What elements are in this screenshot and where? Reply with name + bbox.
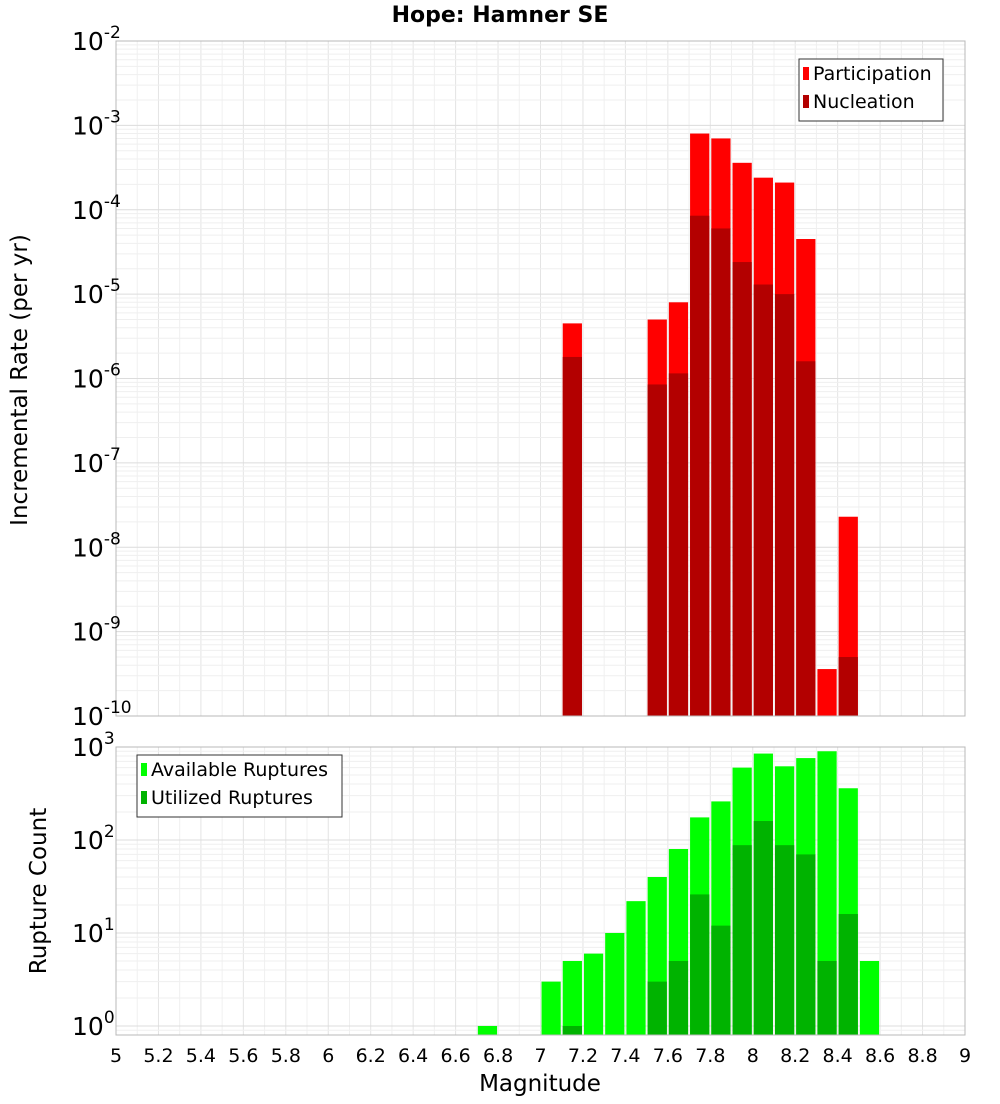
x-tick-label: 5.8 xyxy=(271,1045,301,1067)
legend: Available Ruptures Utilized Ruptures xyxy=(136,754,343,818)
x-tick-label: 8.4 xyxy=(823,1045,853,1067)
chart-title: Hope: Hamner SE xyxy=(392,3,609,28)
bar xyxy=(774,294,795,716)
bar xyxy=(690,894,710,1035)
y-tick-label: 10-4 xyxy=(72,192,121,225)
x-tick-label: 6.4 xyxy=(398,1045,428,1067)
x-tick-label: 5.2 xyxy=(143,1045,173,1067)
bar xyxy=(668,960,689,1035)
x-tick-label: 6.8 xyxy=(483,1045,513,1067)
x-tick-label: 6.2 xyxy=(356,1045,386,1067)
y-tick-labels: 10-10 10-9 10-8 10-7 10-6 10-5 10-4 10-3 10-2 xyxy=(72,23,132,731)
x-tick-label: 6 xyxy=(322,1045,334,1067)
y-tick-label: 10-7 xyxy=(72,445,121,478)
legend-label: Available Ruptures xyxy=(151,759,328,781)
y-tick-label: 103 xyxy=(72,729,115,762)
bar xyxy=(796,361,816,716)
legend-swatch xyxy=(803,67,809,80)
y-tick-label: 10-5 xyxy=(72,276,121,309)
x-tick-label: 9 xyxy=(959,1045,971,1067)
bar xyxy=(605,932,625,1035)
bar xyxy=(647,384,667,716)
bar xyxy=(732,262,752,716)
y-tick-label: 10-6 xyxy=(72,361,121,394)
legend-label: Participation xyxy=(813,63,932,85)
x-tick-label: 5 xyxy=(110,1045,122,1067)
y-tick-labels: 100 101 102 103 xyxy=(72,729,115,1041)
legend-swatch xyxy=(803,95,809,108)
x-tick-label: 8.6 xyxy=(865,1045,895,1067)
bar xyxy=(732,845,752,1035)
legend-box xyxy=(798,58,944,122)
bar xyxy=(668,373,689,716)
legend: Participation Nucleation xyxy=(798,58,944,122)
y-tick-label: 10-2 xyxy=(72,23,121,56)
bar xyxy=(774,845,795,1035)
bar xyxy=(838,914,858,1035)
bar xyxy=(838,657,858,716)
x-tick-label: 7.8 xyxy=(695,1045,725,1067)
bar xyxy=(562,960,582,1035)
x-tick-label: 7.2 xyxy=(568,1045,598,1067)
y-tick-label: 101 xyxy=(72,915,115,948)
bar xyxy=(562,1025,582,1035)
legend-swatch xyxy=(141,791,147,804)
legend-swatch xyxy=(141,763,147,776)
top-y-axis-label: Incremental Rate (per yr) xyxy=(7,234,33,526)
bar xyxy=(647,981,667,1035)
grid-lines xyxy=(115,40,966,717)
x-tick-label: 8 xyxy=(747,1045,759,1067)
x-tick-label: 7 xyxy=(534,1045,546,1067)
x-tick-label: 8.8 xyxy=(907,1045,937,1067)
bar xyxy=(711,228,731,716)
legend-label: Utilized Ruptures xyxy=(151,787,313,809)
bar xyxy=(859,960,880,1035)
bar xyxy=(796,854,816,1035)
series-nucleation xyxy=(562,215,858,717)
bar xyxy=(626,901,646,1035)
bar xyxy=(817,960,837,1035)
bar xyxy=(753,284,773,716)
y-tick-label: 102 xyxy=(72,822,115,855)
bar xyxy=(817,669,837,716)
bar xyxy=(541,981,561,1035)
bar xyxy=(477,1025,498,1035)
bar xyxy=(562,356,582,716)
bar xyxy=(711,925,731,1035)
y-tick-label: 10-9 xyxy=(72,614,121,647)
plot-frame xyxy=(115,40,966,717)
y-tick-label: 10-8 xyxy=(72,529,121,562)
legend-label: Nucleation xyxy=(813,91,915,113)
y-tick-label: 100 xyxy=(72,1008,115,1041)
panel-1: 10-10 10-9 10-8 10-7 10-6 10-5 10-4 10-3 10-2 Par… xyxy=(72,23,966,731)
bar xyxy=(753,821,773,1035)
bottom-y-axis-label: Rupture Count xyxy=(26,808,52,974)
panel-2: 100 101 102 103 Available Ruptures Utilized R… xyxy=(72,729,971,1067)
x-tick-label: 8.2 xyxy=(780,1045,810,1067)
x-tick-label: 5.6 xyxy=(228,1045,258,1067)
x-axis-label: Magnitude xyxy=(479,1071,601,1097)
bar xyxy=(690,215,710,717)
x-tick-label: 7.4 xyxy=(610,1045,640,1067)
y-tick-label: 10-3 xyxy=(72,107,121,140)
x-tick-label: 6.6 xyxy=(440,1045,470,1067)
x-tick-label: 7.6 xyxy=(653,1045,683,1067)
bar xyxy=(583,953,604,1035)
y-tick-label: 10-10 xyxy=(72,698,132,731)
legend-box xyxy=(136,754,343,818)
plot-frame xyxy=(115,746,966,1036)
series-utilized-ruptures xyxy=(562,821,858,1035)
x-tick-labels: 5 5.2 5.4 5.6 5.8 6 6.2 6.4 6.6 6.8 7 7.2 7.4 7.6 7.8 8… xyxy=(110,1045,971,1067)
x-tick-label: 5.4 xyxy=(186,1045,216,1067)
